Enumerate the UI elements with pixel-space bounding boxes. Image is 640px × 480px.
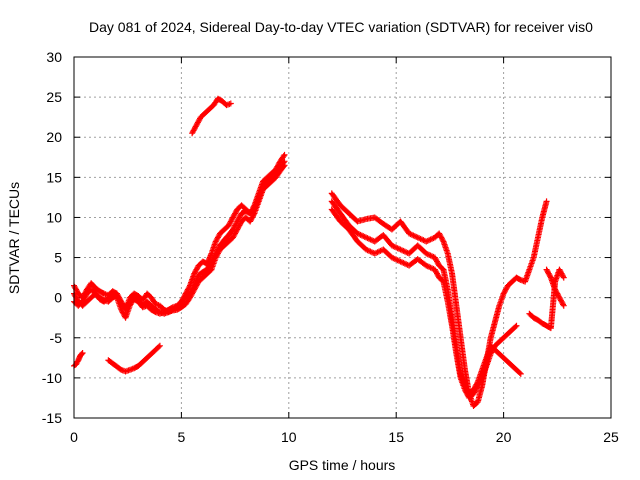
data-series-6 — [105, 342, 163, 375]
x-tick-label: 15 — [388, 429, 404, 445]
data-point — [280, 159, 287, 166]
data-series-11 — [543, 266, 567, 309]
data-point — [513, 322, 520, 329]
data-point — [79, 350, 86, 357]
data-point — [517, 370, 524, 377]
data-point — [547, 273, 554, 280]
data-point — [190, 283, 197, 290]
y-tick-label: -5 — [50, 330, 63, 346]
data-point — [512, 323, 519, 330]
y-tick-label: 10 — [46, 209, 62, 225]
data-point — [516, 369, 523, 376]
data-series-7 — [328, 190, 550, 409]
x-tick-label: 25 — [603, 429, 619, 445]
data-point — [78, 350, 85, 357]
data-points — [71, 95, 567, 409]
x-tick-label: 5 — [178, 429, 186, 445]
data-point — [543, 198, 550, 205]
data-series-2 — [71, 151, 288, 316]
y-tick-label: 0 — [54, 290, 62, 306]
y-tick-label: 5 — [54, 250, 62, 266]
y-tick-label: 25 — [46, 89, 62, 105]
y-tick-label: -15 — [42, 410, 62, 426]
data-point — [560, 302, 567, 309]
y-tick-label: 30 — [46, 49, 62, 65]
data-point — [478, 376, 485, 383]
plot-frame — [73, 56, 612, 419]
data-series-1 — [71, 350, 86, 369]
y-axis-label: SDTVAR / TECUs — [6, 182, 22, 294]
data-point — [560, 301, 567, 308]
data-point — [560, 273, 567, 280]
axis-ticks — [73, 56, 612, 419]
x-tick-label: 20 — [496, 429, 512, 445]
data-point — [280, 153, 287, 160]
data-point — [155, 343, 162, 350]
x-tick-label: 10 — [281, 429, 297, 445]
y-tick-label: 15 — [46, 169, 62, 185]
data-series-4 — [71, 158, 288, 321]
y-tick-label: -10 — [42, 370, 62, 386]
tick-labels: 0 5 10 15 20 25 -15 -10 -5 0 5 10 15 20 25 30 — [42, 49, 619, 445]
grid — [74, 57, 611, 418]
data-point — [560, 274, 567, 281]
data-series-9 — [328, 206, 520, 401]
data-point — [227, 100, 234, 107]
x-axis-label: GPS time / hours — [289, 457, 396, 473]
data-series-5 — [189, 95, 234, 137]
data-point — [156, 342, 163, 349]
y-tick-label: 20 — [46, 129, 62, 145]
x-tick-label: 0 — [70, 429, 78, 445]
data-point — [281, 158, 288, 165]
chart-title: Day 081 of 2024, Sidereal Day-to-day VTE… — [89, 19, 593, 35]
data-point — [439, 237, 446, 244]
data-point — [281, 151, 288, 158]
